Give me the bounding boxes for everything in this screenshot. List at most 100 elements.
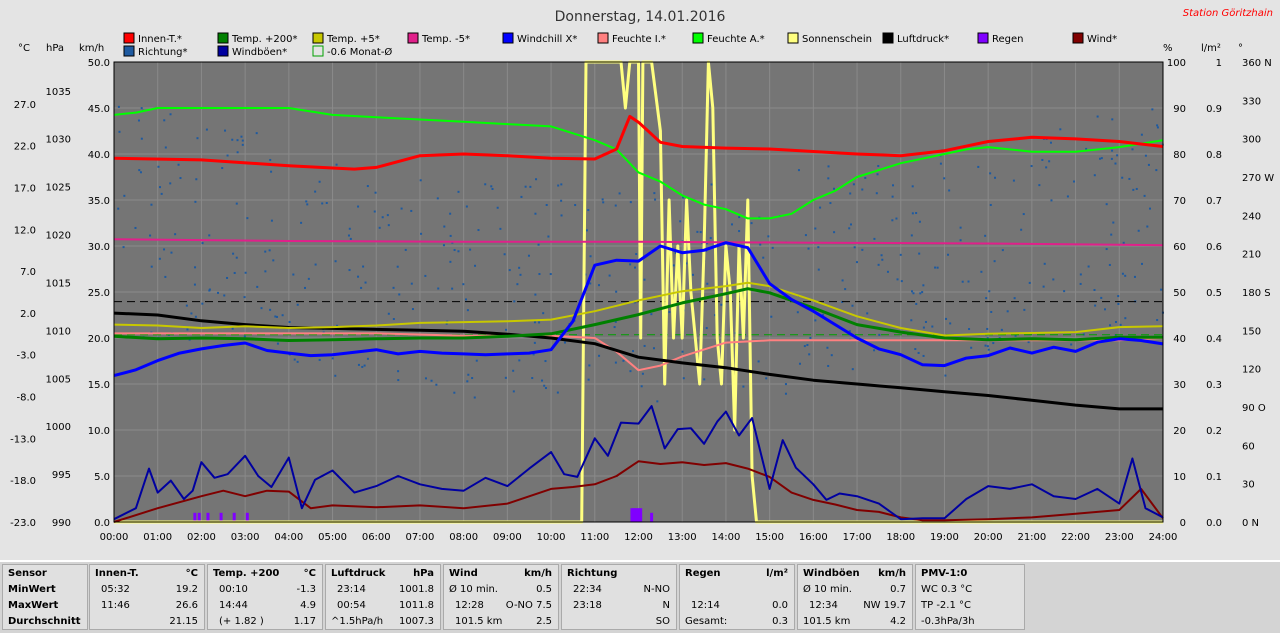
direction-point [668, 311, 671, 314]
direction-point [886, 270, 889, 273]
direction-point [496, 206, 499, 209]
direction-point [1137, 229, 1140, 232]
direction-point [223, 294, 226, 297]
legend-label: Innen-T.* [138, 34, 182, 45]
direction-point [1045, 166, 1048, 169]
direction-point [614, 204, 617, 207]
richtung-header: Richtung [567, 568, 618, 579]
direction-point [1124, 317, 1127, 320]
direction-point [150, 203, 153, 206]
direction-point [598, 354, 601, 357]
direction-point [226, 154, 229, 157]
legend-label: Temp. +5* [326, 34, 380, 45]
direction-point [349, 237, 352, 240]
x-tick-label: 04:00 [274, 532, 303, 543]
series-feuchte-a [113, 107, 1164, 220]
direction-point [387, 312, 390, 315]
direction-point [861, 248, 864, 251]
direction-point [706, 282, 709, 285]
direction-point [614, 361, 617, 364]
direction-point [853, 246, 856, 249]
direction-point [914, 348, 917, 351]
humidity-tick-label: 20 [1173, 426, 1186, 437]
direction-point [457, 190, 460, 193]
rain-bar [193, 512, 197, 522]
direction-point [1079, 282, 1082, 285]
temp-unit: °C [18, 43, 30, 54]
direction-point [977, 165, 980, 168]
direction-point [945, 317, 948, 320]
direction-point [231, 327, 234, 330]
direction-point [848, 330, 851, 333]
direction-point [334, 260, 337, 263]
wind-tick-label: 40.0 [88, 150, 110, 161]
direction-point [378, 226, 381, 229]
direction-point [939, 162, 942, 165]
direction-point [442, 244, 445, 247]
direction-point [331, 357, 334, 360]
direction-point [392, 286, 395, 289]
direction-point [696, 230, 699, 233]
direction-point [947, 253, 950, 256]
direction-point [1013, 297, 1016, 300]
legend-swatch [692, 32, 704, 44]
chart-title: Donnerstag, 14.01.2016 [555, 9, 726, 25]
direction-point [535, 178, 538, 181]
direction-point [435, 383, 438, 386]
temp-tick-label: -3.0 [16, 351, 36, 362]
direction-point [685, 262, 688, 265]
direction-point [544, 387, 547, 390]
series-windchill-x [113, 241, 1164, 378]
rain-tick-label: 0.2 [1206, 426, 1222, 437]
direction-point [1052, 278, 1055, 281]
x-tick-label: 11:00 [580, 532, 609, 543]
direction-point [503, 253, 506, 256]
wind-r1-label: Ø 10 min. [449, 584, 498, 595]
legend-swatch [312, 32, 324, 44]
axis-units: °C hPa km/h % l/m² ° [18, 43, 1243, 54]
temp-tick-label: 22.0 [14, 142, 36, 153]
legend-swatch [217, 32, 229, 44]
direction-point [545, 203, 548, 206]
direction-point [771, 246, 774, 249]
humidity-tick-label: 70 [1173, 196, 1186, 207]
direction-point [1119, 323, 1122, 326]
direction-point [467, 373, 470, 376]
direction-point [891, 195, 894, 198]
pressure-tick-label: 1000 [46, 422, 71, 433]
rain-bar [206, 512, 210, 522]
direction-point [1117, 295, 1120, 298]
direction-point [911, 185, 914, 188]
direction-point [195, 178, 198, 181]
rain-tick-label: 0.6 [1206, 242, 1222, 253]
wind-tick-label: 35.0 [88, 196, 110, 207]
direction-point [629, 370, 632, 373]
regen-r2-time: 12:14 [691, 600, 720, 611]
direction-point [544, 360, 547, 363]
rain-tick-label: 0.9 [1206, 104, 1222, 115]
direction-point [462, 283, 465, 286]
direction-point [817, 246, 820, 249]
temp-tick-label: -8.0 [16, 393, 36, 404]
direction-point [643, 278, 646, 281]
legend-swatch [597, 32, 609, 44]
direction-point [194, 200, 197, 203]
direction-point [970, 346, 973, 349]
direction-point [1156, 126, 1159, 129]
direction-point [264, 270, 267, 273]
temp-tick-label: 7.0 [20, 267, 36, 278]
direction-point [1096, 115, 1099, 118]
x-tick-label: 09:00 [493, 532, 522, 543]
direction-point [541, 379, 544, 382]
legend-label: Richtung* [138, 47, 188, 58]
rain-bar [219, 512, 223, 522]
direction-point [706, 242, 709, 245]
legend-label: -0.6 Monat-Ø [327, 46, 392, 58]
direction-point [1111, 118, 1114, 121]
direction-point [205, 128, 208, 131]
row-max-label: MaxWert [8, 600, 59, 611]
direction-point [613, 326, 616, 329]
direction-point [193, 283, 196, 286]
rain-bar [245, 512, 249, 522]
direction-point [984, 234, 987, 237]
